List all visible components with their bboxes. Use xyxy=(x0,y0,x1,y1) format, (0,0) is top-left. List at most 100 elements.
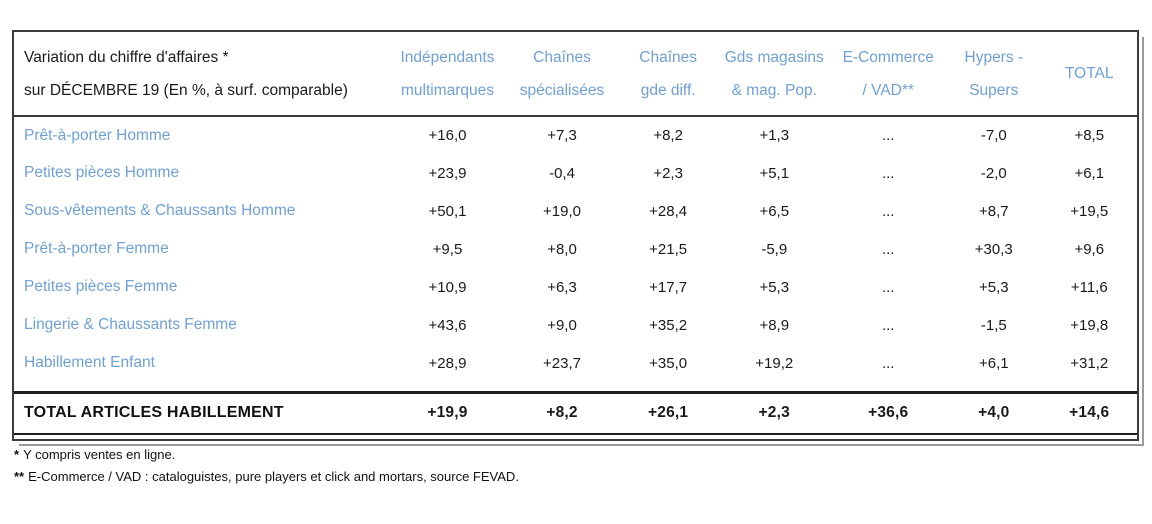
row-label: Lingerie & Chaussants Femme xyxy=(24,316,237,333)
cell-value: -7,0 xyxy=(980,127,1007,144)
footnote-ecommerce-vad: ** E-Commerce / VAD : cataloguistes, pure… xyxy=(14,469,519,484)
row-label: Sous-vêtements & Chaussants Homme xyxy=(24,202,296,219)
column-header-ecommerce-vad: E-Commerce / VAD** xyxy=(830,32,947,117)
cell-value: +9,5 xyxy=(432,240,463,258)
column-header-text: spécialisées xyxy=(519,81,605,99)
column-header-text: Supers xyxy=(969,81,1019,99)
cell-value: +23,9 xyxy=(428,164,467,182)
cell-value: +8,5 xyxy=(1074,127,1105,144)
cell-value: +30,3 xyxy=(974,240,1013,258)
table-row-pret-a-porter-femme: Prêt-à-porter Femme +9,5 +8,0 +21,5 -5,9… xyxy=(14,230,1137,268)
cell-value: +16,0 xyxy=(428,127,467,144)
footnote-text: Y compris ventes en ligne. xyxy=(23,447,176,462)
column-header-total: TOTAL xyxy=(1041,32,1137,117)
column-header-text: Indépendants xyxy=(400,48,495,66)
cell-value: +6,1 xyxy=(978,354,1009,372)
table-title-line2: sur DÉCEMBRE 19 (En %, à surf. comparabl… xyxy=(24,81,348,99)
column-header-text: E-Commerce xyxy=(842,48,934,66)
cell-value: +17,7 xyxy=(649,278,688,296)
cell-value: ... xyxy=(881,278,895,296)
total-cell-value: +14,6 xyxy=(1041,390,1137,435)
cell-value: ... xyxy=(881,127,895,144)
cell-value: +50,1 xyxy=(428,202,467,220)
cell-value: +6,1 xyxy=(1074,164,1105,182)
total-cell-value: +36,6 xyxy=(830,390,947,435)
cell-value: +5,3 xyxy=(978,278,1009,296)
cell-value: -2,0 xyxy=(980,164,1007,182)
sales-variation-table-frame: Variation du chiffre d'affaires * sur DÉ… xyxy=(12,30,1144,446)
total-cell-value: +8,2 xyxy=(505,390,619,435)
total-cell-value: +4,0 xyxy=(946,390,1042,435)
table-row-petites-pieces-homme: Petites pièces Homme +23,9 -0,4 +2,3 +5,… xyxy=(14,154,1137,192)
cell-value: +6,3 xyxy=(547,278,577,296)
footnote-text: E-Commerce / VAD : cataloguistes, pure p… xyxy=(28,469,519,484)
cell-value: +11,6 xyxy=(1070,278,1108,296)
table-row-sous-vetements-chaussants-homme: Sous-vêtements & Chaussants Homme +50,1 … xyxy=(14,192,1137,230)
cell-value: ... xyxy=(881,316,895,334)
cell-value: +23,7 xyxy=(543,354,581,372)
column-header-independants: Indépendants multimarques xyxy=(389,32,506,117)
row-label: Petites pièces Femme xyxy=(24,278,178,295)
column-header-text: Chaînes xyxy=(533,48,591,66)
column-header-text: gde diff. xyxy=(640,81,696,99)
column-header-chaines-specialisees: Chaînes spécialisées xyxy=(505,32,619,117)
cell-value: -5,9 xyxy=(761,240,788,258)
cell-value: +6,5 xyxy=(759,202,790,220)
cell-value: ... xyxy=(881,240,895,258)
column-header-gds-magasins: Gds magasins & mag. Pop. xyxy=(718,32,831,117)
cell-value: +7,3 xyxy=(547,127,577,144)
cell-value: +31,2 xyxy=(1070,354,1109,372)
cell-value: ... xyxy=(881,354,895,372)
cell-value: +19,0 xyxy=(543,202,581,220)
cell-value: +35,0 xyxy=(649,354,688,372)
cell-value: +43,6 xyxy=(428,316,467,334)
footnote-marker: * xyxy=(14,447,20,462)
table-title: Variation du chiffre d'affaires * sur DÉ… xyxy=(14,32,390,117)
column-header-text: multimarques xyxy=(400,81,494,99)
cell-value: +35,2 xyxy=(649,316,688,334)
cell-value: +8,2 xyxy=(653,127,683,144)
cell-value: +10,9 xyxy=(428,278,467,296)
column-header-text: Hypers - xyxy=(964,48,1024,66)
table-row-habillement-enfant: Habillement Enfant +28,9 +23,7 +35,0 +19… xyxy=(14,344,1137,382)
cell-value: -1,5 xyxy=(980,316,1007,334)
row-label: Prêt-à-porter Homme xyxy=(24,126,171,144)
footnote-marker: ** xyxy=(14,469,25,484)
column-header-text: Gds magasins xyxy=(724,48,824,66)
cell-value: +5,3 xyxy=(759,278,790,296)
total-row-label: TOTAL ARTICLES HABILLEMENT xyxy=(14,390,390,435)
cell-value: ... xyxy=(881,202,895,220)
table-title-line1: Variation du chiffre d'affaires * xyxy=(24,48,229,66)
column-header-text: & mag. Pop. xyxy=(731,81,817,99)
table-row-total-articles-habillement: TOTAL ARTICLES HABILLEMENT +19,9 +8,2 +2… xyxy=(14,390,1137,435)
table-row-petites-pieces-femme: Petites pièces Femme +10,9 +6,3 +17,7 +5… xyxy=(14,268,1137,306)
table-row-pret-a-porter-homme: Prêt-à-porter Homme +16,0 +7,3 +8,2 +1,3… xyxy=(14,116,1137,154)
row-label: Prêt-à-porter Femme xyxy=(24,240,169,257)
cell-value: +19,5 xyxy=(1070,202,1109,220)
cell-value: +8,0 xyxy=(547,240,577,258)
row-label: Habillement Enfant xyxy=(24,354,155,371)
column-header-hypers-supers: Hypers - Supers xyxy=(946,32,1042,117)
total-cell-value: +2,3 xyxy=(718,390,831,435)
cell-value: +9,0 xyxy=(547,316,577,334)
column-header-chaines-gde-diff: Chaînes gde diff. xyxy=(618,32,719,117)
cell-value: +19,2 xyxy=(755,354,794,372)
cell-value: +28,4 xyxy=(649,202,688,220)
cell-value: +9,6 xyxy=(1074,240,1105,258)
cell-value: +1,3 xyxy=(759,127,790,144)
total-cell-value: +19,9 xyxy=(389,390,506,435)
cell-value: +19,8 xyxy=(1070,316,1109,334)
cell-value: +21,5 xyxy=(649,240,688,258)
column-header-text: Chaînes xyxy=(639,48,697,66)
footnote-online-sales: * Y compris ventes en ligne. xyxy=(14,447,519,462)
table-row-lingerie-chaussants-femme: Lingerie & Chaussants Femme +43,6 +9,0 +… xyxy=(14,306,1137,344)
cell-value: +8,7 xyxy=(978,202,1009,220)
cell-value: +28,9 xyxy=(428,354,467,372)
spacer-row xyxy=(14,382,1137,392)
column-header-text: / VAD** xyxy=(862,81,914,99)
sales-variation-table: Variation du chiffre d'affaires * sur DÉ… xyxy=(14,32,1137,435)
cell-value: +2,3 xyxy=(653,164,683,182)
column-header-text: TOTAL xyxy=(1064,65,1114,82)
cell-value: ... xyxy=(881,164,895,182)
